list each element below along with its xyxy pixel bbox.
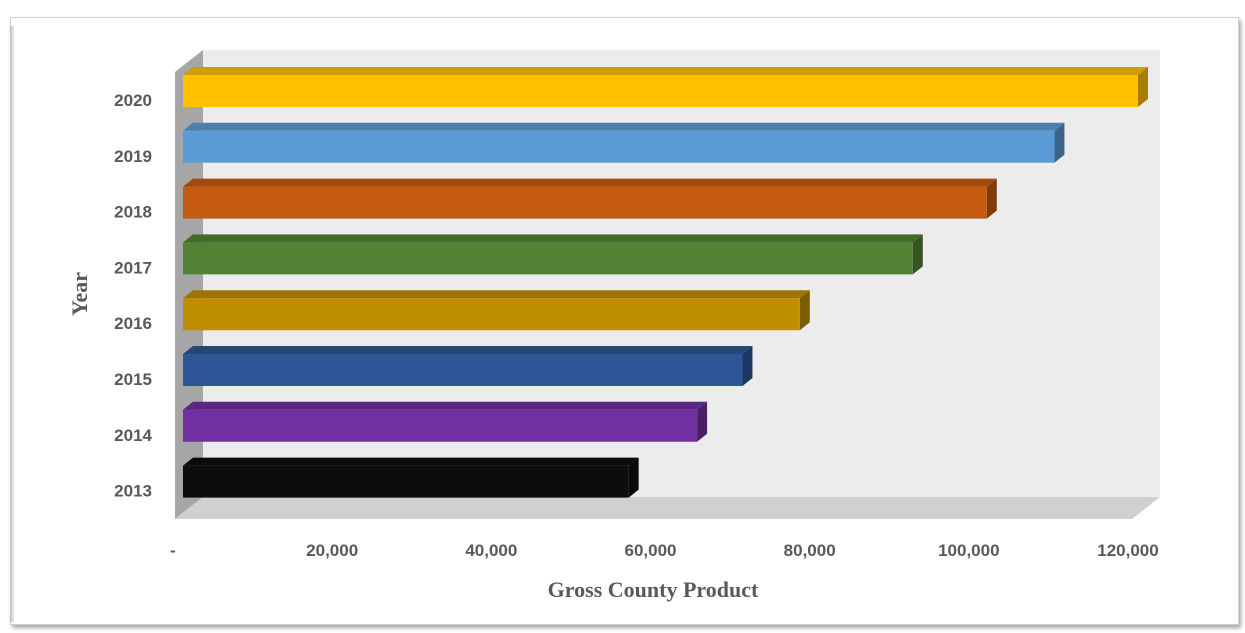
bar-front-face — [183, 75, 1138, 107]
bar-front-face — [183, 465, 629, 498]
bar-top-face — [183, 457, 639, 466]
y-tick-label: 2014 — [114, 426, 152, 445]
x-tick-label: 60,000 — [625, 541, 677, 560]
x-tick-label: 120,000 — [1097, 541, 1158, 560]
bar-front-face — [183, 298, 800, 331]
bar-front-face — [183, 186, 987, 219]
bar-end-face — [986, 178, 997, 219]
x-tick-label: 20,000 — [306, 541, 358, 560]
y-tick-label: 2015 — [114, 370, 152, 389]
bar-front-face — [183, 242, 913, 275]
bar-end-face — [742, 346, 753, 386]
x-tick-label: 100,000 — [938, 541, 999, 560]
bar-front-face — [183, 354, 743, 386]
x-tick-label: 40,000 — [465, 541, 517, 560]
y-tick-label: 2020 — [114, 91, 152, 110]
bar-end-face — [628, 457, 639, 498]
bar-top-face — [183, 122, 1065, 131]
x-tick-label: 80,000 — [784, 541, 836, 560]
x-axis-title: Gross County Product — [548, 577, 759, 602]
y-tick-label: 2019 — [114, 147, 152, 166]
bar-2020 — [183, 67, 1148, 107]
bar-2014 — [183, 401, 708, 442]
bar-top-face — [183, 67, 1148, 75]
bar-top-face — [183, 178, 997, 187]
bar-2016 — [183, 290, 810, 331]
bar-end-face — [799, 290, 810, 331]
bar-2019 — [183, 122, 1065, 163]
y-tick-label: 2018 — [114, 203, 152, 222]
bar-end-face — [912, 234, 923, 275]
bar-end-face — [697, 401, 708, 442]
y-tick-label: 2017 — [114, 258, 152, 277]
bar-2013 — [183, 457, 639, 498]
chart-side-wall — [175, 50, 203, 519]
bar-end-face — [1054, 122, 1065, 163]
y-tick-label: 2013 — [114, 482, 152, 501]
bar-front-face — [183, 409, 698, 442]
bar-front-face — [183, 130, 1055, 163]
bar-top-face — [183, 346, 753, 354]
x-tick-label: - — [170, 541, 176, 560]
bar-end-face — [1138, 67, 1148, 107]
bar-2015 — [183, 346, 753, 386]
bar-2017 — [183, 234, 923, 275]
bar-top-face — [183, 290, 810, 299]
y-axis-title: Year — [67, 272, 92, 316]
y-tick-label: 2016 — [114, 314, 152, 333]
chart-floor — [175, 497, 1160, 519]
bar-top-face — [183, 234, 923, 243]
bar-2018 — [183, 178, 997, 219]
bar-top-face — [183, 401, 708, 410]
